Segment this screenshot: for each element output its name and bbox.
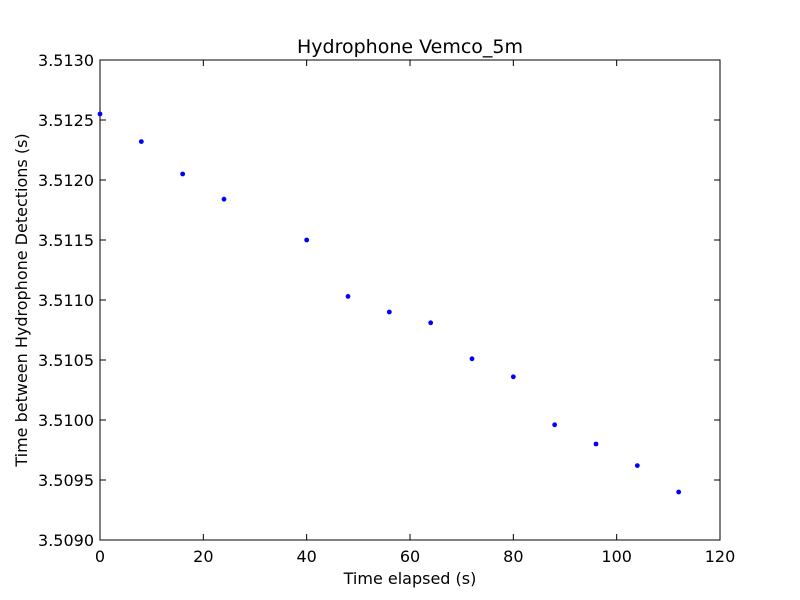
x-tick-label: 20 <box>193 547 213 566</box>
y-tick-label: 3.5100 <box>38 411 94 430</box>
y-tick-label: 3.5130 <box>38 51 94 70</box>
data-point <box>221 196 227 202</box>
y-tick-label: 3.5095 <box>38 471 94 490</box>
data-point <box>469 356 475 362</box>
data-point <box>676 489 682 495</box>
x-axis-title: Time elapsed (s) <box>343 569 477 588</box>
x-tick-label: 120 <box>705 547 736 566</box>
y-axis-title: Time between Hydrophone Detections (s) <box>12 133 31 467</box>
y-tick-label: 3.5110 <box>38 291 94 310</box>
y-axis: 3.5090 3.5095 3.5100 3.5105 3.5110 3.5115 3.51… <box>38 51 720 550</box>
y-tick-label: 3.5115 <box>38 231 94 250</box>
y-tick-label: 3.5105 <box>38 351 94 370</box>
data-point <box>510 374 516 380</box>
y-tick-label: 3.5125 <box>38 111 94 130</box>
x-tick-label: 40 <box>296 547 316 566</box>
data-points <box>97 111 682 495</box>
data-point <box>593 441 599 447</box>
data-point <box>552 422 558 428</box>
x-tick-label: 80 <box>503 547 523 566</box>
x-tick-label: 0 <box>95 547 105 566</box>
data-point <box>97 111 103 117</box>
data-point <box>634 463 640 468</box>
x-axis: 0 20 40 60 80 100 120 <box>95 60 735 566</box>
x-tick-label: 60 <box>400 547 420 566</box>
data-point <box>180 171 186 177</box>
data-point <box>428 320 434 326</box>
x-tick-label: 100 <box>601 547 632 566</box>
chart-title: Hydrophone Vemco_5m <box>297 36 523 58</box>
data-point <box>304 237 310 243</box>
y-tick-label: 3.5090 <box>38 531 94 550</box>
plot-area <box>99 59 721 541</box>
y-tick-label: 3.5120 <box>38 171 94 190</box>
data-point <box>345 294 351 299</box>
data-point <box>138 139 144 145</box>
data-point <box>386 309 392 315</box>
